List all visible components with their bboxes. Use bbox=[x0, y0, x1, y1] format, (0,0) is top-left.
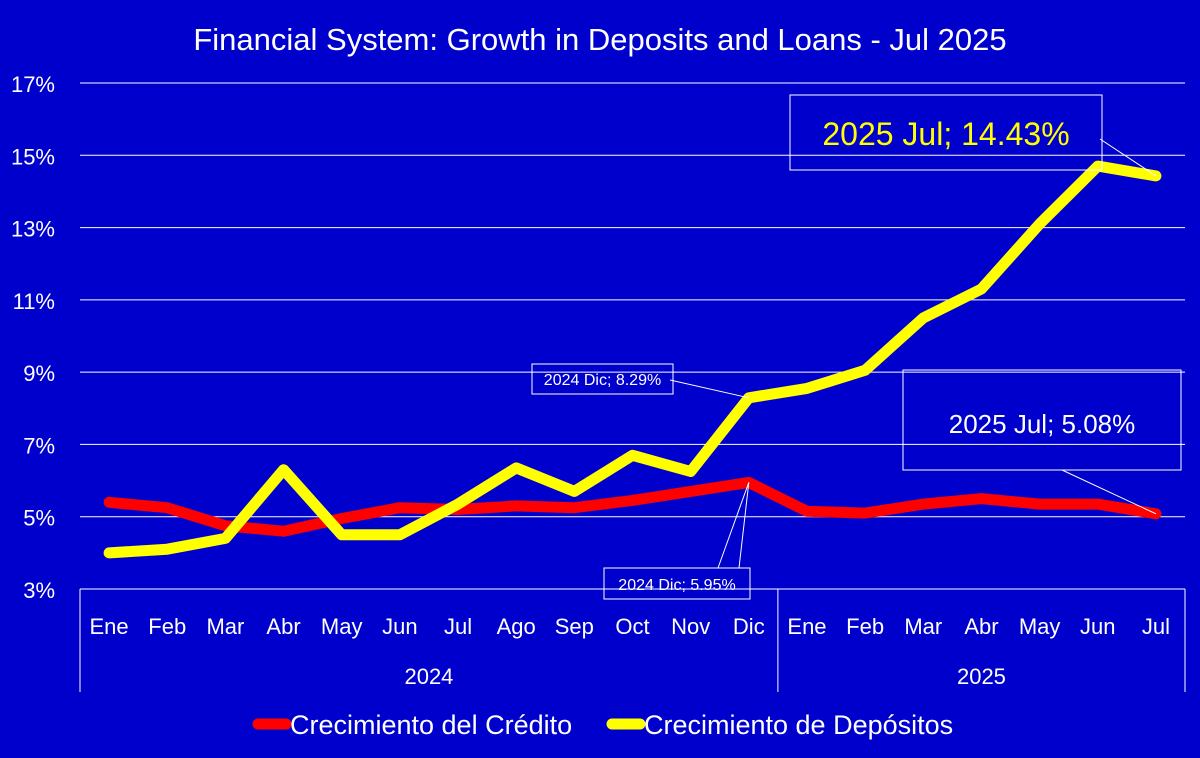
annotation-leader bbox=[717, 482, 750, 569]
annotation-leader bbox=[1061, 469, 1157, 515]
y-tick-label: 3% bbox=[23, 578, 55, 603]
x-group-label: 2025 bbox=[957, 664, 1006, 689]
x-tick-label: Nov bbox=[671, 614, 710, 639]
y-axis: 3% 5% 7% 9% 11% 13% 15% 17% bbox=[11, 72, 55, 603]
annotation-label: 2025 Jul; 5.08% bbox=[949, 409, 1135, 439]
chart-title: Financial System: Growth in Deposits and… bbox=[193, 22, 1006, 57]
x-tick-label: Abr bbox=[266, 614, 300, 639]
legend: Crecimiento del Crédito Crecimiento de De… bbox=[252, 710, 953, 740]
y-tick-label: 13% bbox=[11, 217, 55, 242]
x-tick-label: May bbox=[1019, 614, 1061, 639]
x-axis: Ene Feb Mar Abr May Jun Jul Ago Sep Oct Nov Dic Ene F… bbox=[79, 588, 1186, 692]
x-tick-label: Jul bbox=[444, 614, 472, 639]
x-tick-label: Jul bbox=[1142, 614, 1170, 639]
y-tick-label: 9% bbox=[23, 361, 55, 386]
y-tick-label: 15% bbox=[11, 144, 55, 169]
series-lines bbox=[103, 160, 1162, 559]
annotation-leader bbox=[1099, 138, 1157, 177]
annotation-box bbox=[531, 363, 674, 395]
annotation-box bbox=[603, 567, 751, 600]
x-group-label: 2024 bbox=[404, 664, 453, 689]
annotation-label: 2024 Dic; 5.95% bbox=[618, 577, 735, 594]
x-tick-label: Ago bbox=[497, 614, 536, 639]
gridlines bbox=[80, 82, 1185, 518]
x-tick-label: Abr bbox=[964, 614, 998, 639]
annotation-label: 2024 Dic; 8.29% bbox=[544, 372, 661, 389]
annotation-box bbox=[902, 369, 1182, 471]
annotation-leader bbox=[669, 379, 749, 399]
x-tick-label: Ene bbox=[787, 614, 826, 639]
annotations: 2025 Jul; 14.43% 2024 Dic; 8.29% 2025 Jul;… bbox=[531, 94, 1182, 600]
y-tick-label: 17% bbox=[11, 72, 55, 97]
y-tick-label: 7% bbox=[23, 433, 55, 458]
annotation-label: 2025 Jul; 14.43% bbox=[822, 116, 1069, 152]
x-tick-label: Mar bbox=[206, 614, 244, 639]
x-tick-label: Mar bbox=[904, 614, 942, 639]
legend-label: Crecimiento del Crédito bbox=[290, 710, 572, 740]
x-tick-label: Feb bbox=[846, 614, 884, 639]
y-tick-label: 11% bbox=[13, 289, 55, 314]
legend-label: Crecimiento de Depósitos bbox=[644, 710, 953, 740]
y-tick-label: 5% bbox=[23, 506, 55, 531]
annotation-box bbox=[789, 94, 1103, 171]
series-line-depositos bbox=[103, 160, 1162, 559]
series-line-credito bbox=[103, 476, 1162, 537]
x-tick-label: Jun bbox=[1080, 614, 1115, 639]
x-tick-label: Feb bbox=[148, 614, 186, 639]
x-tick-label: Jun bbox=[382, 614, 417, 639]
x-tick-label: May bbox=[321, 614, 363, 639]
x-tick-label: Ene bbox=[90, 614, 129, 639]
annotation-leader bbox=[738, 482, 750, 569]
x-tick-label: Dic bbox=[733, 614, 765, 639]
x-tick-label: Sep bbox=[555, 614, 594, 639]
x-tick-label: Oct bbox=[615, 614, 649, 639]
